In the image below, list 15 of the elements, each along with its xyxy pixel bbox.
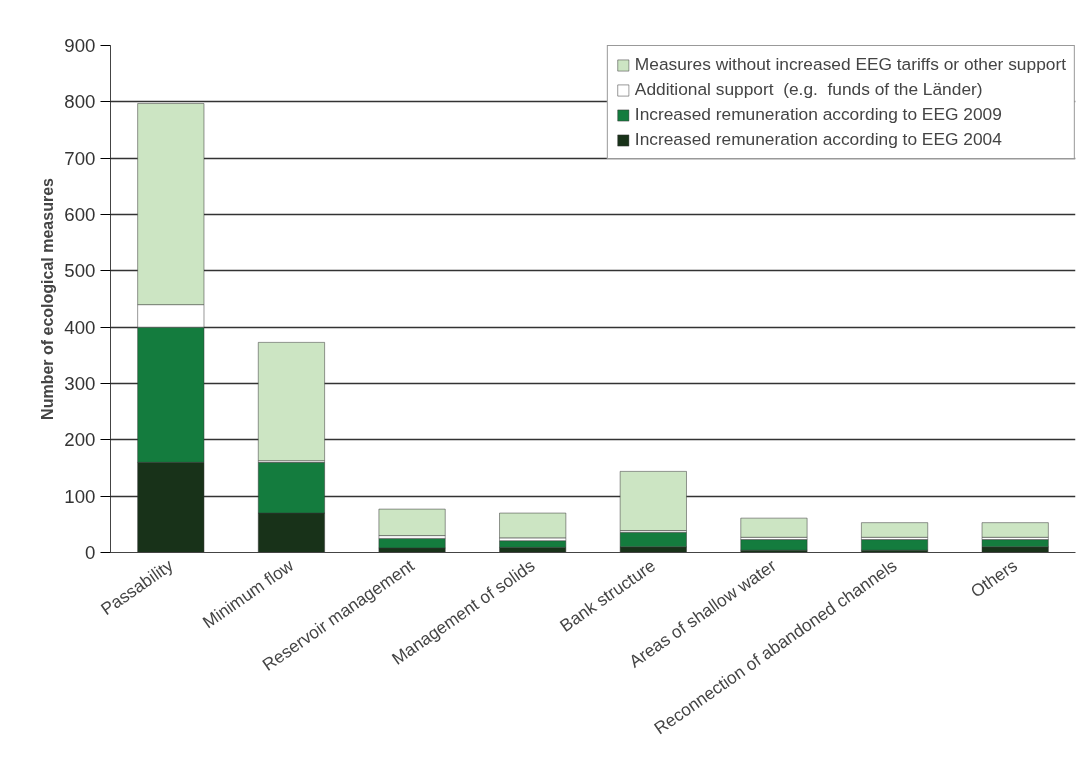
y-tick-label: 200	[64, 429, 96, 451]
legend-label: Additional support (e.g. funds of the Länder)	[634, 79, 983, 100]
legend-label: Increased remuneration according to EEG 2004	[634, 129, 1002, 150]
y-tick-label: 800	[64, 91, 96, 113]
y-tick-label: 300	[64, 373, 96, 394]
y-tick-label: 100	[64, 485, 96, 507]
legend-label: Increased remuneration according to EEG 2009	[634, 104, 1002, 125]
y-tick-label: 900	[64, 35, 96, 56]
y-tick-label: 0	[85, 542, 96, 563]
y-tick-label: 600	[64, 204, 96, 225]
y-tick-label: 500	[64, 260, 96, 282]
y-tick-label: 400	[64, 316, 96, 338]
y-tick-label: 700	[64, 147, 96, 169]
y-axis-title: Number of ecological measures	[39, 177, 57, 420]
legend-label: Measures without increased EEG tariffs or other support	[634, 54, 1066, 75]
